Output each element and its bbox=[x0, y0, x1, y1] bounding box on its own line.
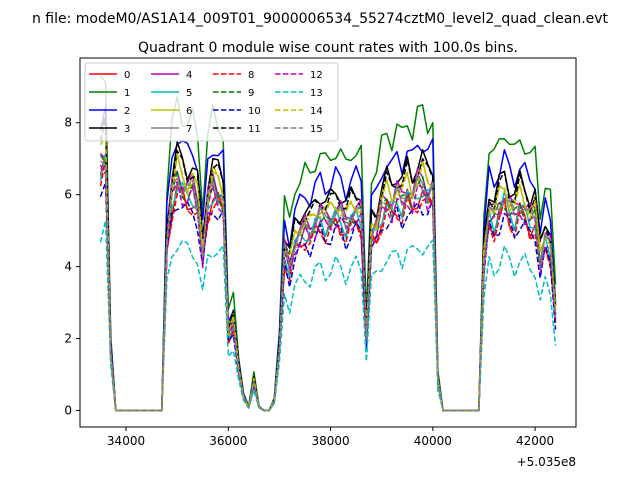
plot-frame bbox=[79, 57, 577, 428]
legend-label-7: 7 bbox=[186, 124, 192, 135]
legend-label-8: 8 bbox=[248, 70, 254, 81]
x-tick-label: 42000 bbox=[516, 434, 554, 448]
y-axis: 0 2 4 6 8 bbox=[64, 116, 80, 417]
series-line-8 bbox=[99, 158, 557, 412]
legend-label-0: 0 bbox=[124, 70, 130, 81]
x-tick-label: 40000 bbox=[414, 434, 452, 448]
x-tick-label: 36000 bbox=[209, 434, 247, 448]
legend-label-5: 5 bbox=[186, 88, 192, 99]
series-line-13 bbox=[99, 219, 557, 412]
legend-label-2: 2 bbox=[124, 106, 130, 117]
legend-frame bbox=[84, 62, 339, 142]
legend-label-12: 12 bbox=[310, 70, 323, 81]
x-axis: 34000 36000 38000 40000 42000 bbox=[107, 427, 554, 448]
series-line-14 bbox=[99, 134, 557, 412]
y-tick-label: 0 bbox=[64, 403, 72, 417]
y-tick-label: 4 bbox=[64, 260, 72, 274]
series-line-15 bbox=[100, 160, 557, 412]
legend-label-13: 13 bbox=[310, 88, 323, 99]
chart-title: Quadrant 0 module wise count rates with … bbox=[138, 40, 518, 56]
y-tick-label: 6 bbox=[64, 188, 72, 202]
x-tick-label: 38000 bbox=[311, 434, 349, 448]
legend-label-14: 14 bbox=[310, 106, 323, 117]
y-tick-label: 2 bbox=[64, 332, 72, 346]
x-offset-label: +5.035e8 bbox=[517, 455, 576, 469]
legend-label-15: 15 bbox=[310, 124, 323, 135]
x-tick-label: 34000 bbox=[107, 434, 145, 448]
legend-label-3: 3 bbox=[124, 124, 130, 135]
legend-label-10: 10 bbox=[248, 106, 261, 117]
legend-label-11: 11 bbox=[248, 124, 261, 135]
series-line-11 bbox=[99, 119, 557, 412]
y-tick-label: 8 bbox=[64, 116, 72, 130]
legend-label-9: 9 bbox=[248, 88, 254, 99]
legend-label-1: 1 bbox=[124, 88, 130, 99]
legend-label-6: 6 bbox=[186, 106, 192, 117]
legend-label-4: 4 bbox=[186, 70, 192, 81]
figure-suptitle: n file: modeM0/AS1A14_009T01_9000006534_… bbox=[32, 11, 609, 27]
series-layer bbox=[99, 75, 557, 412]
